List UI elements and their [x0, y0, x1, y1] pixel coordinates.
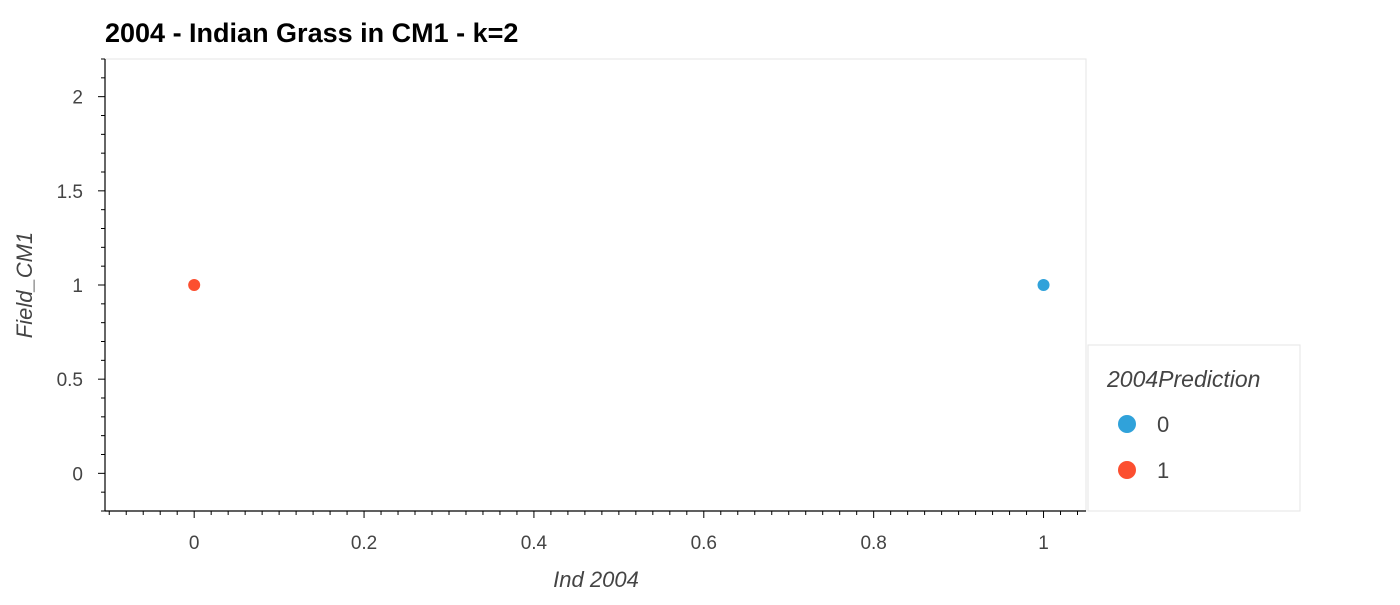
legend-marker-0: [1118, 415, 1136, 433]
y-tick-label: 0: [72, 464, 83, 485]
plot-area: [104, 58, 1087, 512]
legend-title: 2004Prediction: [1106, 366, 1260, 392]
x-tick-label: 1: [1038, 533, 1049, 554]
x-tick-label: 0.4: [521, 533, 548, 554]
y-tick-label: 1: [72, 276, 83, 297]
legend-label: 0: [1157, 412, 1169, 437]
x-axis: 0 0.2 0.4 0.6 0.8 1: [105, 510, 1086, 554]
y-tick-label: 2: [72, 88, 83, 109]
chart-title: 2004 - Indian Grass in CM1 - k=2: [105, 18, 518, 48]
legend-marker-1: [1118, 461, 1136, 479]
y-axis: 0 0.5 1 1.5 2: [57, 58, 106, 512]
legend: 2004Prediction 0 1: [1087, 344, 1301, 512]
y-tick-label: 0.5: [57, 370, 83, 391]
x-tick-label: 0.8: [860, 533, 886, 554]
scatter-point-series-1: [188, 279, 201, 291]
scatter-point-series-0: [1037, 279, 1050, 291]
legend-label: 1: [1157, 458, 1169, 483]
x-axis-label: Ind 2004: [553, 567, 639, 592]
x-tick-label: 0: [189, 533, 200, 554]
scatter-points: [188, 279, 1050, 291]
x-tick-label: 0.6: [691, 533, 717, 554]
y-axis-label: Field_CM1: [12, 232, 37, 338]
x-tick-label: 0.2: [351, 533, 377, 554]
y-tick-label: 1.5: [57, 182, 83, 203]
